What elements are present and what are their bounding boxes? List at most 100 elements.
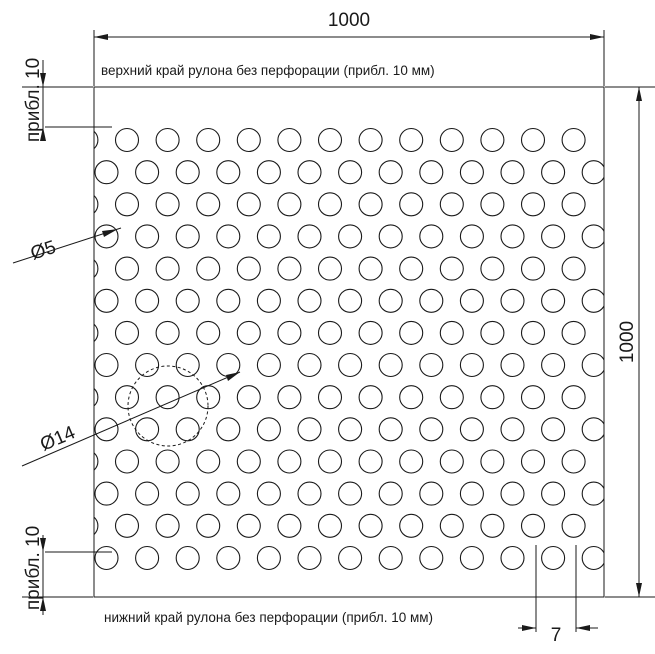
hole xyxy=(358,513,383,538)
height-dimension-label: 1000 xyxy=(617,321,638,363)
hole xyxy=(520,449,546,474)
hole xyxy=(94,387,99,407)
height-dimension: 1000 xyxy=(605,86,655,598)
hole xyxy=(135,160,160,185)
hole xyxy=(114,127,140,153)
hole xyxy=(114,385,140,410)
hole xyxy=(135,545,160,571)
hole xyxy=(256,224,281,249)
hole xyxy=(500,224,525,249)
hole xyxy=(216,224,241,249)
hole xyxy=(520,385,546,410)
hole xyxy=(155,320,180,345)
hole xyxy=(520,320,546,345)
hole xyxy=(500,160,525,185)
hole xyxy=(317,320,343,345)
hole xyxy=(459,545,484,571)
hole xyxy=(561,385,586,410)
hole xyxy=(236,127,261,153)
hole xyxy=(541,545,566,571)
hole xyxy=(358,385,383,410)
hole xyxy=(297,417,322,442)
hole xyxy=(135,481,160,506)
hole xyxy=(94,352,119,378)
hole xyxy=(378,352,403,378)
top-margin-dimension: прибл. 10 xyxy=(22,58,112,142)
hole-diameter-leader: Ø5 xyxy=(12,227,122,265)
hole xyxy=(419,160,444,185)
hole xyxy=(317,192,343,217)
hole xyxy=(114,320,140,345)
hole xyxy=(297,352,322,378)
hole xyxy=(297,160,322,185)
hole xyxy=(114,449,140,474)
hole xyxy=(196,449,221,474)
pitch-label: 7 xyxy=(551,625,562,646)
hole xyxy=(581,224,604,249)
width-dimension: 1000 xyxy=(93,10,605,86)
hole-pattern xyxy=(94,127,604,571)
hole xyxy=(500,545,525,571)
hole xyxy=(419,481,444,506)
hole xyxy=(317,449,343,474)
hole xyxy=(236,385,261,410)
hole xyxy=(399,513,424,538)
hole xyxy=(175,481,200,506)
hole xyxy=(155,513,180,538)
hole xyxy=(378,160,403,185)
hole xyxy=(439,449,464,474)
hole xyxy=(399,192,424,217)
hole xyxy=(135,417,160,442)
hole xyxy=(561,513,586,538)
hole xyxy=(480,320,505,345)
hole xyxy=(297,288,322,313)
hole xyxy=(135,352,160,378)
hole xyxy=(236,192,261,217)
hole xyxy=(358,449,383,474)
hole xyxy=(500,481,525,506)
hole xyxy=(297,545,322,571)
hole xyxy=(236,513,261,538)
pitch-dimension: 7 xyxy=(518,545,598,646)
top-margin-label: прибл. 10 xyxy=(23,58,44,142)
hole xyxy=(175,224,200,249)
hole xyxy=(196,127,221,153)
hole xyxy=(196,256,221,281)
hole xyxy=(480,449,505,474)
hole xyxy=(175,545,200,571)
width-dimension-label: 1000 xyxy=(328,10,370,31)
hole xyxy=(419,288,444,313)
hole xyxy=(500,352,525,378)
hole xyxy=(419,545,444,571)
hole xyxy=(419,224,444,249)
hole xyxy=(439,320,464,345)
hole xyxy=(378,288,403,313)
hole xyxy=(520,192,546,217)
hole xyxy=(500,417,525,442)
hole xyxy=(378,417,403,442)
hole xyxy=(277,320,302,345)
hole xyxy=(216,481,241,506)
hole xyxy=(541,481,566,506)
hole xyxy=(581,160,604,185)
bottom-margin-label: прибл. 10 xyxy=(23,526,44,610)
hole xyxy=(114,256,140,281)
hole xyxy=(439,513,464,538)
hole xyxy=(94,481,119,506)
hole xyxy=(317,127,343,153)
hole xyxy=(439,127,464,153)
pattern-circle xyxy=(127,365,209,447)
hole xyxy=(196,320,221,345)
hole xyxy=(439,192,464,217)
hole xyxy=(94,417,119,442)
hole xyxy=(196,192,221,217)
sheet-outline xyxy=(93,86,605,598)
hole xyxy=(358,192,383,217)
hole xyxy=(561,192,586,217)
hole xyxy=(155,385,180,410)
hole xyxy=(399,256,424,281)
hole xyxy=(114,513,140,538)
hole xyxy=(480,127,505,153)
hole xyxy=(378,224,403,249)
